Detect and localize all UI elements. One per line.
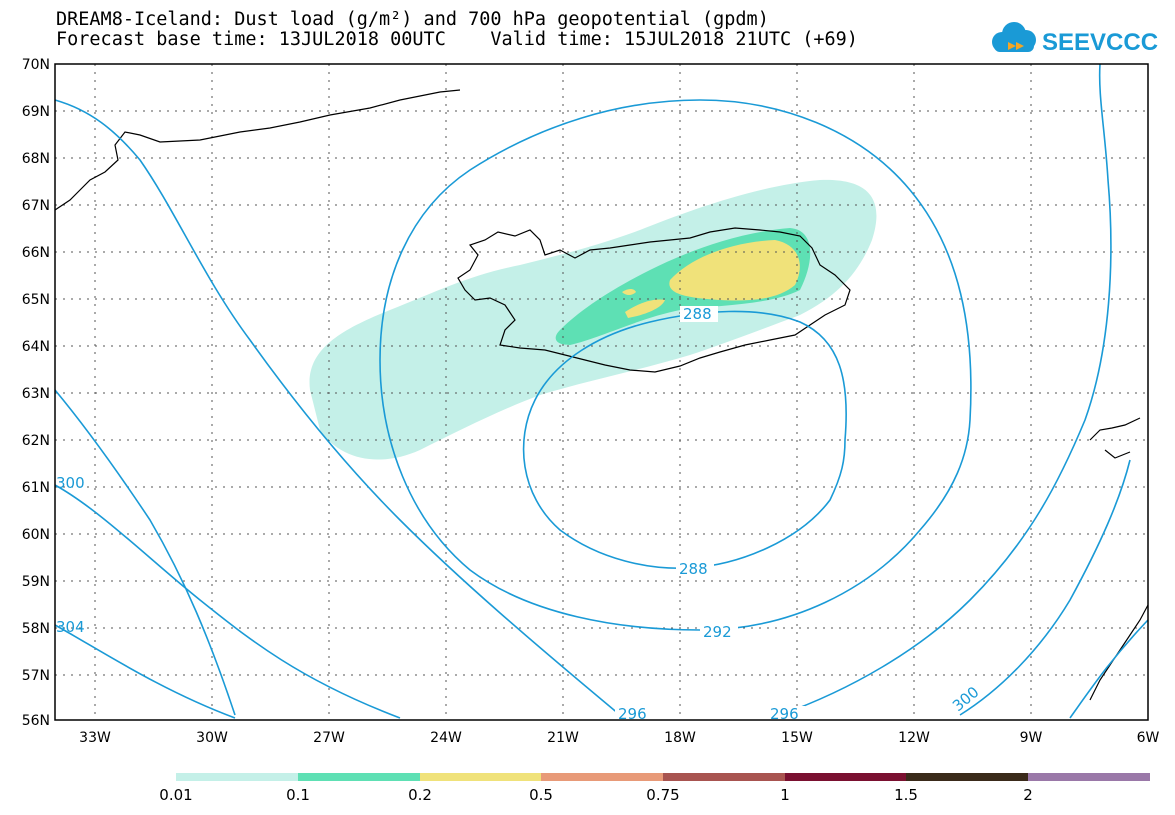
colorbar-label: 0.2	[408, 786, 432, 804]
dust-region-high	[669, 240, 800, 301]
lon-label: 24W	[430, 730, 462, 746]
colorbar-label: 0.5	[529, 786, 553, 804]
lat-label: 58N	[22, 621, 50, 637]
colorbar-swatch	[298, 773, 420, 781]
lat-label: 63N	[22, 386, 50, 402]
colorbar-swatch	[906, 773, 1028, 781]
map-frame	[54, 63, 1149, 721]
lat-label: 61N	[22, 480, 50, 496]
lon-label: 12W	[898, 730, 930, 746]
colorbar-label: 1	[780, 786, 790, 804]
dust-layer	[309, 179, 877, 460]
lat-label: 57N	[22, 668, 50, 684]
colorbar-swatch	[420, 773, 541, 781]
lat-label: 62N	[22, 433, 50, 449]
colorbar-swatch	[541, 773, 663, 781]
contour-label: 296	[770, 705, 799, 723]
colorbar-label: 0.75	[646, 786, 680, 804]
lat-label: 56N	[22, 713, 50, 729]
colorbar-swatch	[1028, 773, 1150, 781]
contour-288	[522, 310, 847, 570]
colorbar-label: 0.1	[286, 786, 310, 804]
contour-304	[54, 484, 1149, 719]
svg-text:SEEVCCC: SEEVCCC	[1042, 29, 1158, 56]
faroe-shetland-coast	[1089, 417, 1141, 459]
colorbar-label: 0.01	[159, 786, 193, 804]
map-subtitle: Forecast base time: 13JUL2018 00UTC Vali…	[56, 29, 858, 50]
lon-label: 33W	[79, 730, 111, 746]
contour-label: 292	[703, 623, 732, 641]
lat-label: 67N	[22, 198, 50, 214]
contour-label: 300	[56, 474, 85, 492]
lon-label: 15W	[781, 730, 813, 746]
greenland-coast	[54, 89, 461, 211]
lat-label: 60N	[22, 527, 50, 543]
scotland-coast	[1089, 604, 1149, 701]
map-title: DREAM8-Iceland: Dust load (g/m²) and 700…	[56, 9, 769, 30]
colorbar-swatch	[176, 773, 298, 781]
colorbar-swatch	[663, 773, 785, 781]
lon-label: 30W	[196, 730, 228, 746]
contour-label: 300	[949, 683, 983, 715]
lon-label: 21W	[547, 730, 579, 746]
colorbar-label: 1.5	[894, 786, 918, 804]
contour-label: 304	[56, 618, 85, 636]
lat-label: 65N	[22, 292, 50, 308]
contour-label: 296	[618, 705, 647, 723]
seevccc-logo: SEEVCCC	[992, 22, 1158, 56]
lat-label: 68N	[22, 151, 50, 167]
contour-label: 288	[679, 560, 708, 578]
colorbar-swatch	[785, 773, 906, 781]
contour-300	[54, 389, 1131, 716]
lon-label: 9W	[1020, 730, 1043, 746]
coastline	[54, 89, 1149, 701]
geopotential-contours	[54, 63, 1149, 719]
lat-label: 59N	[22, 574, 50, 590]
colorbar	[176, 773, 1150, 781]
lat-label: 69N	[22, 104, 50, 120]
colorbar-label: 2	[1023, 786, 1033, 804]
contour-296	[54, 63, 1112, 716]
iceland-coast	[457, 227, 851, 373]
graticule	[55, 64, 1148, 720]
lon-label: 18W	[664, 730, 696, 746]
lat-label: 66N	[22, 245, 50, 261]
lon-label: 27W	[313, 730, 345, 746]
lat-label: 70N	[22, 57, 50, 73]
lat-label: 64N	[22, 339, 50, 355]
contour-292	[379, 99, 972, 631]
lon-label: 6W	[1137, 730, 1160, 746]
contour-label: 288	[683, 305, 712, 323]
